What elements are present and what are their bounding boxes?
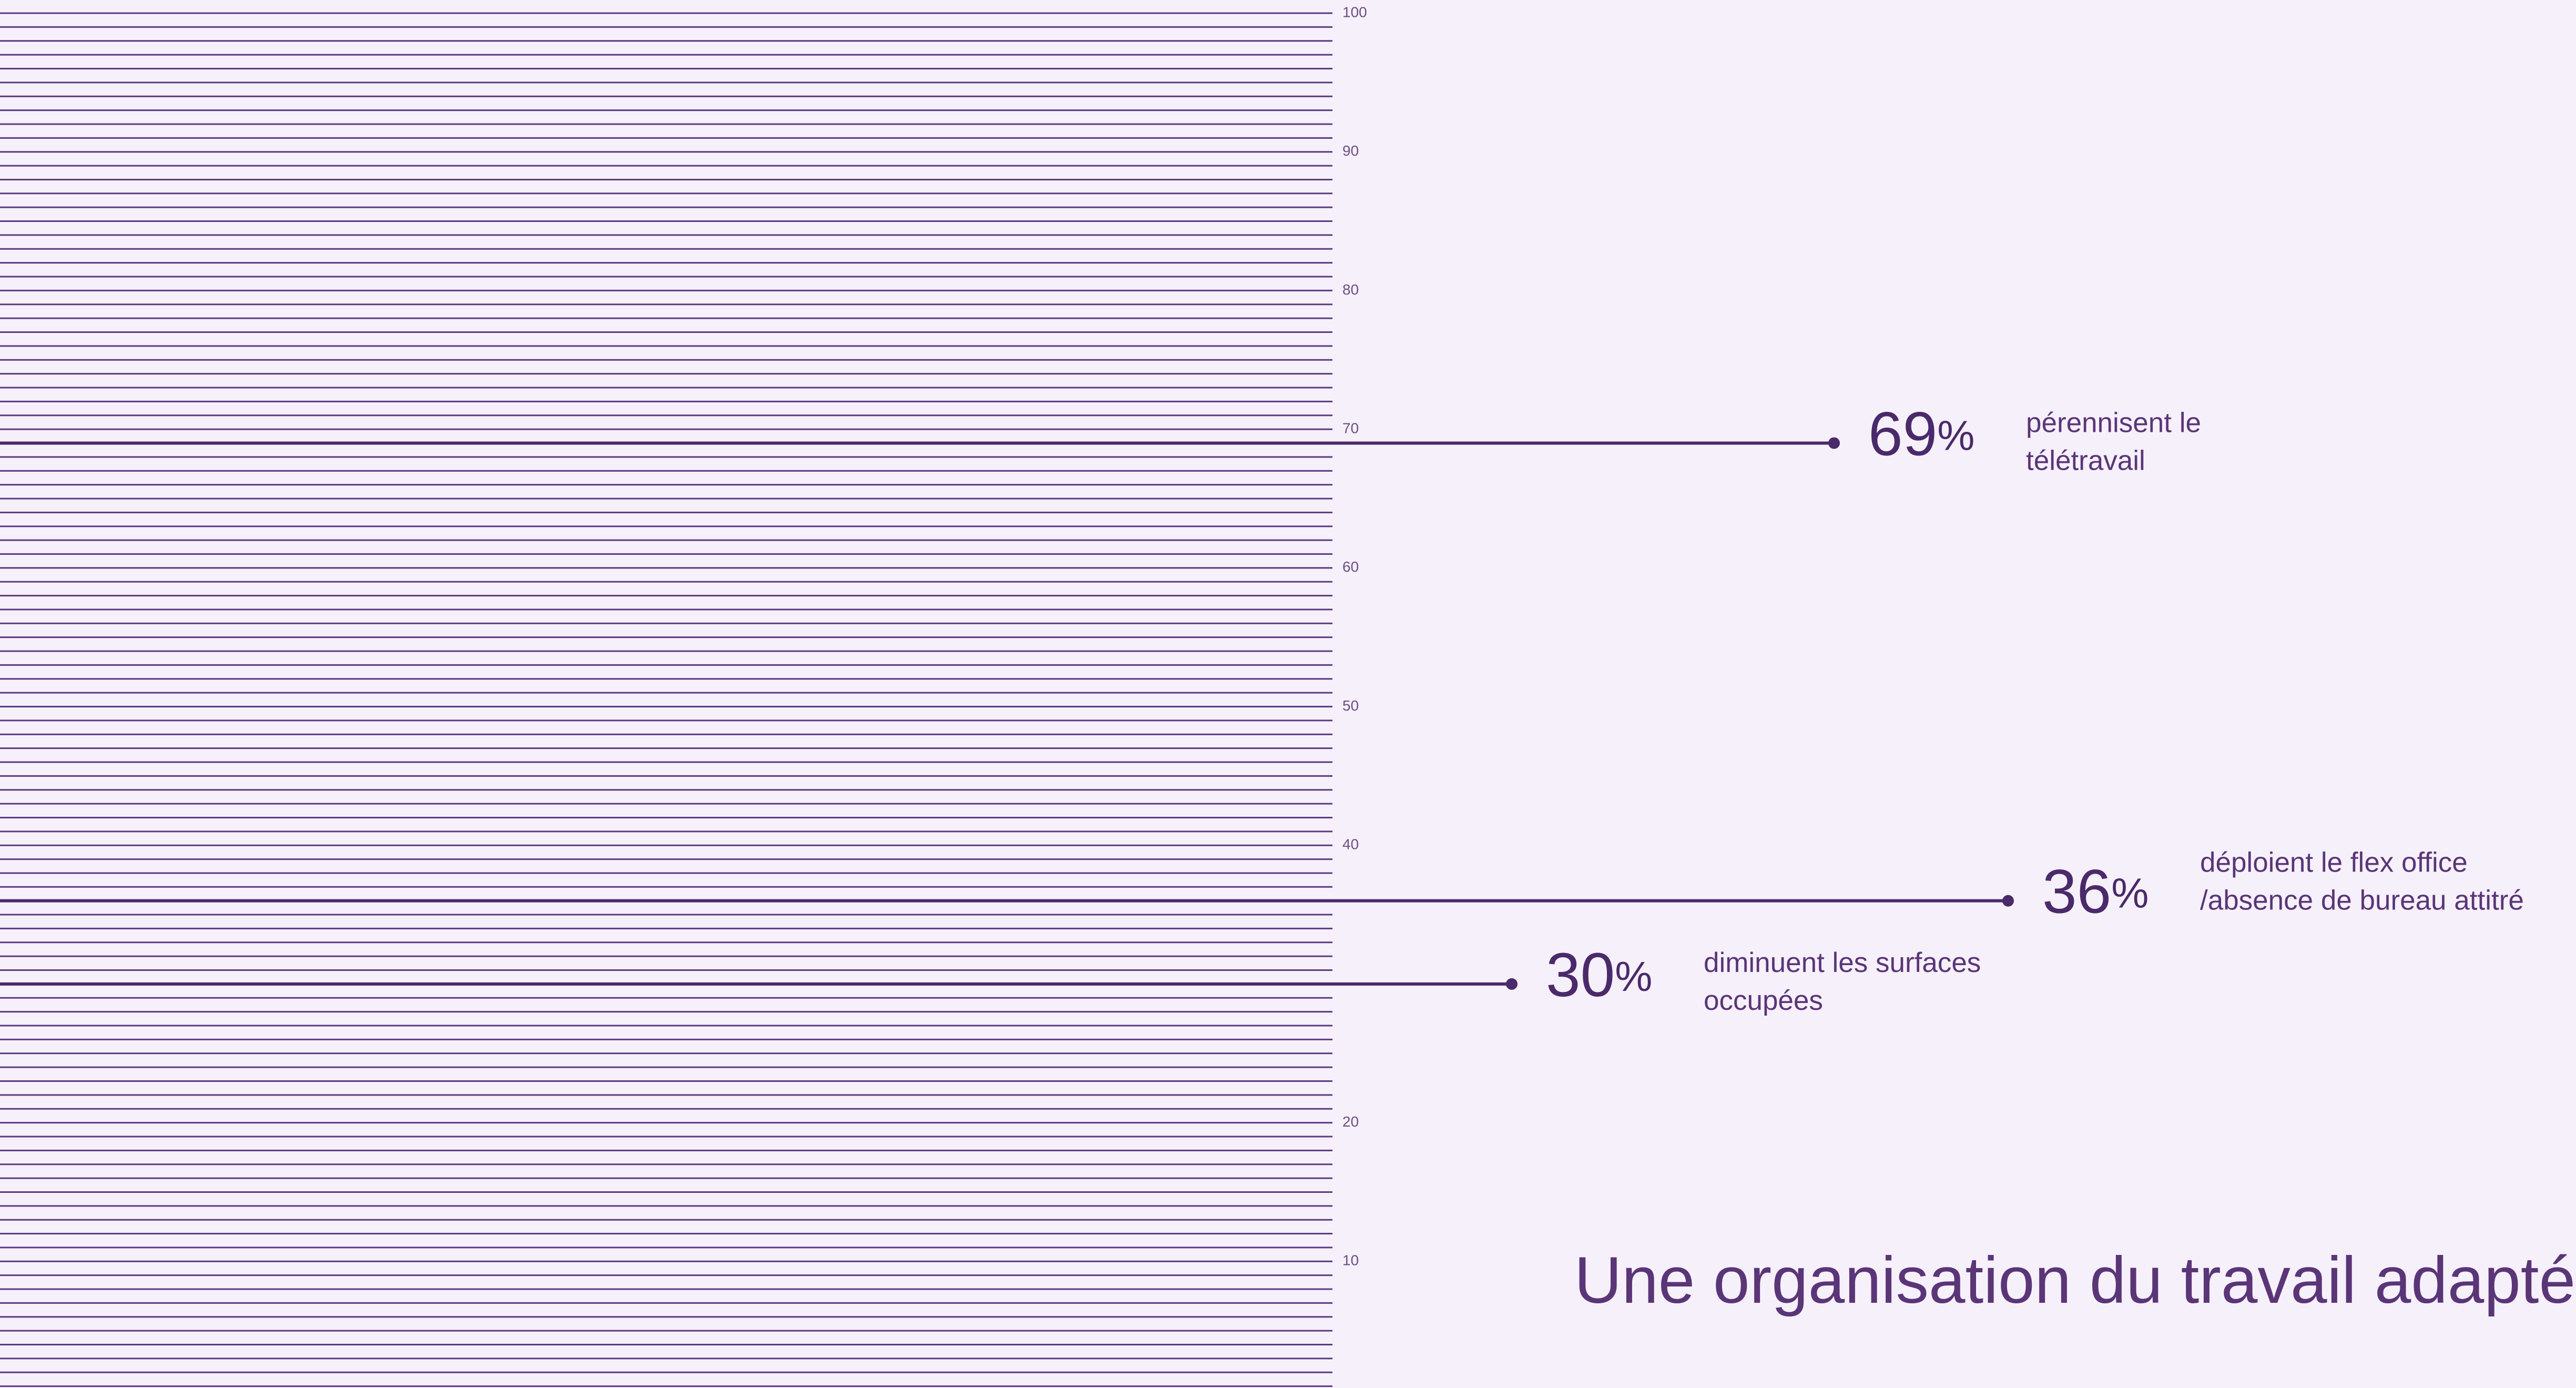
y-tick-label: 90 <box>1342 143 1359 159</box>
value-description: télétravail <box>2026 445 2145 476</box>
y-tick-label: 40 <box>1342 836 1359 853</box>
y-tick-label: 50 <box>1342 697 1359 714</box>
value-description: diminuent les surfaces <box>1704 947 1981 978</box>
value-label: 69% <box>1868 400 1974 469</box>
value-description: occupées <box>1704 985 1823 1016</box>
value-label: 30% <box>1546 940 1652 1010</box>
value-unit: % <box>1615 953 1652 1000</box>
y-tick-label: 80 <box>1342 281 1359 298</box>
value-dot <box>2002 895 2014 907</box>
y-tick-label: 20 <box>1342 1113 1359 1130</box>
value-number: 69 <box>1868 400 1937 469</box>
value-number: 30 <box>1546 940 1615 1010</box>
y-tick-label: 10 <box>1342 1252 1359 1269</box>
value-number: 36 <box>2042 857 2111 927</box>
value-unit: % <box>2111 870 2149 917</box>
value-dot <box>1506 978 1518 990</box>
value-label: 36% <box>2042 857 2149 927</box>
value-unit: % <box>1937 412 1974 459</box>
value-description: pérennisent le <box>2026 407 2201 438</box>
chart-title: Une organisation du travail adaptée <box>1574 1244 2576 1317</box>
y-tick-label: 70 <box>1342 420 1359 436</box>
value-description: /absence de bureau attitré <box>2200 885 2524 916</box>
y-tick-label: 100 <box>1342 4 1367 20</box>
value-description: déploient le flex office <box>2200 847 2468 878</box>
value-dot <box>1828 437 1840 449</box>
y-tick-label: 60 <box>1342 559 1359 575</box>
